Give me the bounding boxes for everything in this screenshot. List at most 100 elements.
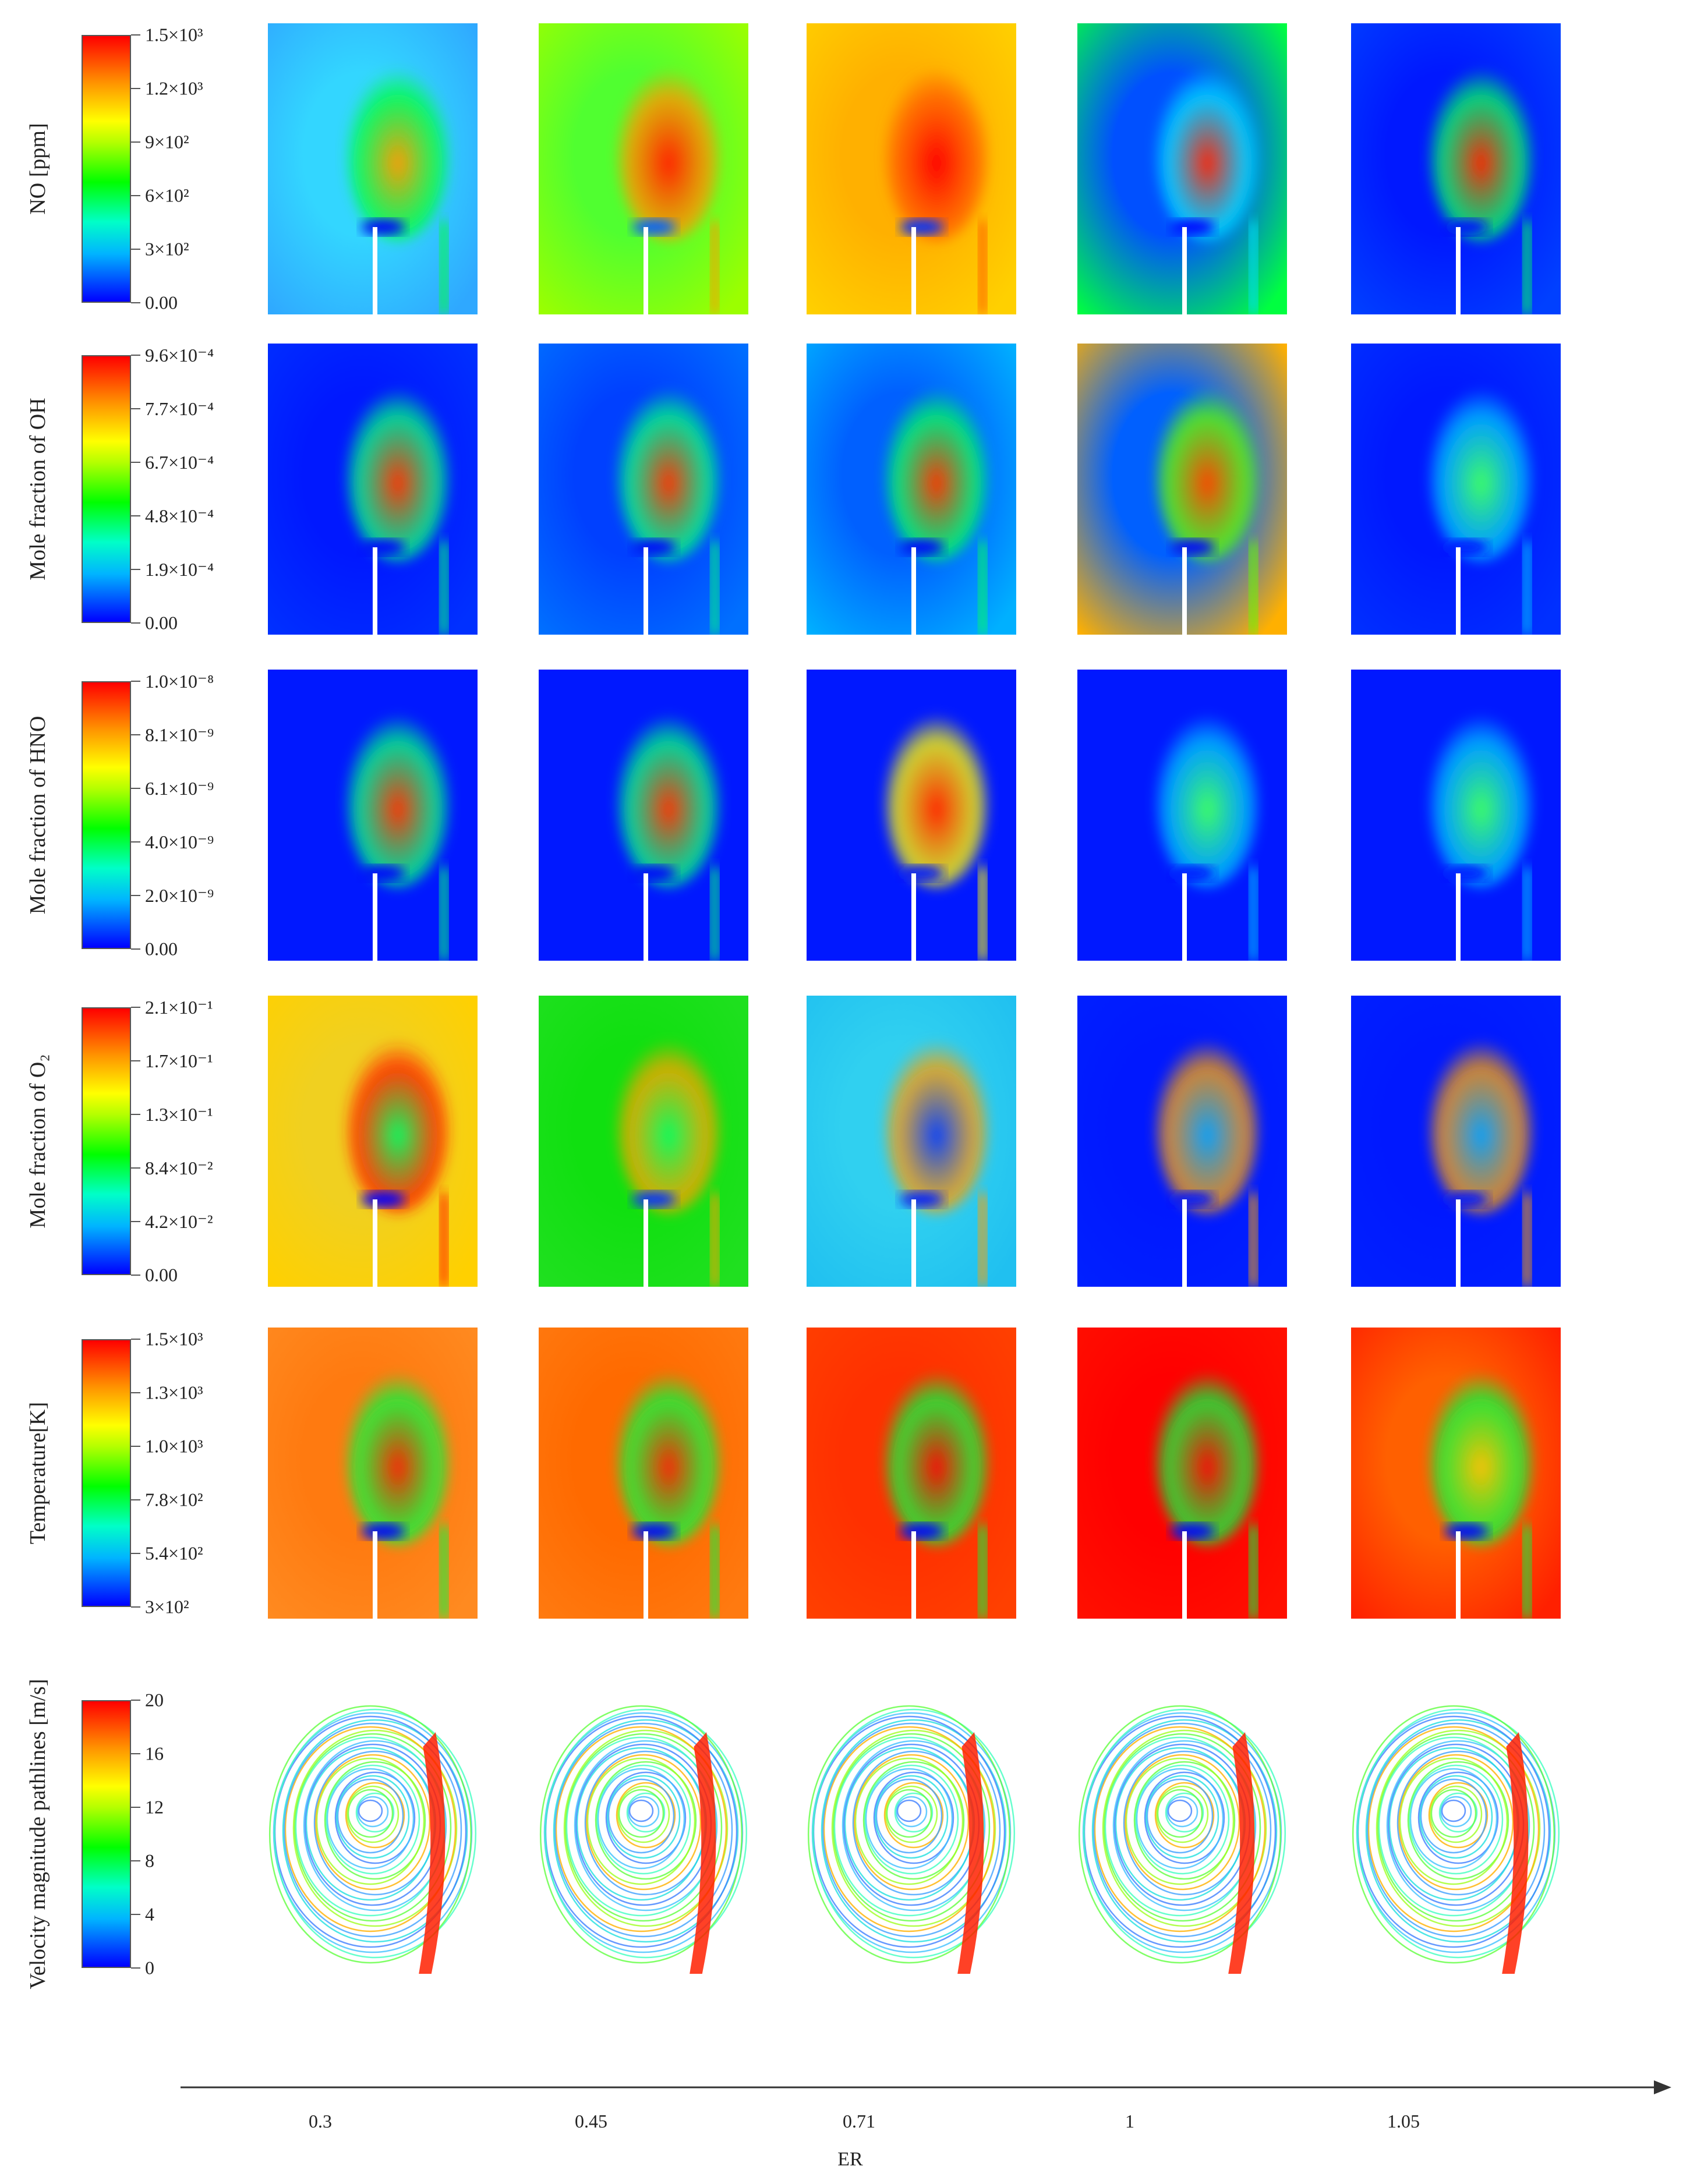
colorbar-tick [131,734,140,735]
pathline [616,1782,676,1849]
pathline [821,1719,1007,1943]
colorbar-tick-label: 0 [145,1957,154,1978]
pathline [335,1775,410,1859]
contour-plot [1351,344,1561,635]
contour-plot [1077,344,1287,635]
colorbar [82,35,131,303]
pathline [894,1792,934,1833]
colorbar-tick-label: 20 [145,1689,164,1711]
pathline [1145,1775,1219,1859]
colorbar-tick [131,1967,140,1969]
contour-plot [1351,670,1561,961]
colorbar-tick-label: 3×10² [145,238,189,260]
colorbar-tick [131,622,140,624]
panel-vel-er-1 [539,1689,748,1980]
jet-core [1444,539,1489,555]
pathline [1376,1729,1541,1927]
pathline [627,1796,660,1828]
jet-core [900,219,944,235]
row-oh: Mole fraction of OH 9.6×10⁻⁴ 7.7×10⁻⁴ 6.7×1… [0,344,1690,635]
colorbar-tick-label: 5.4×10² [145,1542,203,1564]
pathline [1352,1705,1555,1964]
pathline [273,1708,477,1959]
nozzle [911,1531,916,1619]
pathline [1399,1757,1508,1885]
colorbar-tick-label: 4 [145,1903,154,1925]
colorbar-tick-label: 1.5×10³ [145,24,203,45]
pathline [1408,1764,1504,1875]
pathline [346,1785,399,1843]
colorbar-tick [131,1275,140,1276]
pathline [873,1771,954,1864]
pathline [1102,1729,1267,1927]
nozzle [911,873,916,961]
er-tick-label: 1 [1125,2111,1134,2132]
contour-plume [616,67,722,242]
contour-plume [616,387,722,562]
contour-plot [1077,23,1287,314]
pathline [326,1768,415,1870]
pathline [1441,1799,1466,1822]
colorbar-tick [131,249,140,250]
colorbar-tick-label: 0.00 [145,1264,178,1286]
pathline [1136,1768,1224,1870]
row-o2: Mole fraction of O₂ 2.1×10⁻¹ 1.7×10⁻¹ 1.3×1… [0,996,1690,1287]
side-stream [1249,541,1258,635]
row-temp: Temperature[K] 1.5×10³ 1.3×10³ 1.0×10³ 7.8×1… [0,1328,1690,1619]
pathline [607,1778,675,1854]
pathline [1155,1785,1209,1843]
colorbar-tick-label: 0.00 [145,938,178,960]
colorbar-tick [131,1807,140,1808]
pathline [874,1775,949,1859]
pathline [1165,1792,1204,1833]
pathline [553,1719,739,1943]
contour-plot [807,23,1016,314]
side-stream [1523,541,1532,635]
pathline [626,1792,666,1833]
side-stream [978,541,987,635]
pathline [1365,1719,1551,1943]
jet-core [1171,1523,1215,1539]
colorbar-tick-label: 2.1×10⁻¹ [145,997,213,1018]
side-stream [440,541,448,635]
contour-plot [539,23,748,314]
panel-o2-er-0 [268,996,478,1287]
pathline-plot [1077,1689,1287,1980]
high-velocity-jet [690,1732,716,1974]
panel-vel-er-3 [1077,1689,1287,1980]
pathline [823,1726,995,1932]
colorbar-tick-label: 0.00 [145,612,178,633]
colorbar-tick [131,1860,140,1861]
contour-plume [1429,1039,1534,1214]
side-stream [1249,221,1258,314]
pathline [1112,1740,1257,1912]
pathline [563,1729,729,1927]
contour-plume [616,1371,722,1546]
colorbar-tick-label: 6×10² [145,185,189,206]
pathline [1407,1761,1509,1880]
jet-core [900,1191,944,1208]
pathline [356,1796,389,1828]
nozzle [373,1531,377,1619]
nozzle [373,227,377,314]
colorbar-tick-label: 1.0×10³ [145,1435,203,1457]
colorbar-tick [131,1606,140,1608]
pathline [1429,1785,1483,1843]
side-stream [1523,1525,1532,1619]
jet-core [632,539,676,555]
pathline [605,1771,687,1864]
panel-o2-er-2 [807,996,1016,1287]
pathline [294,1733,452,1922]
pathline [544,1708,748,1959]
pathline-plot [807,1689,1016,1980]
pathline [628,1799,654,1822]
jet-core [361,1523,405,1539]
colorbar-tick-label: 8.4×10⁻² [145,1158,213,1178]
nozzle [644,1531,648,1619]
pathline [1091,1719,1278,1943]
colorbar-tick-label: 12 [145,1796,164,1818]
colorbar-tick [131,355,140,356]
panel-no-er-4 [1351,23,1561,314]
colorbar-title: NO [ppm] [26,123,50,215]
row-no: NO [ppm] 1.5×10³ 1.2×10³ 9×10² 6×10² 3×10² 0.0… [0,23,1690,314]
